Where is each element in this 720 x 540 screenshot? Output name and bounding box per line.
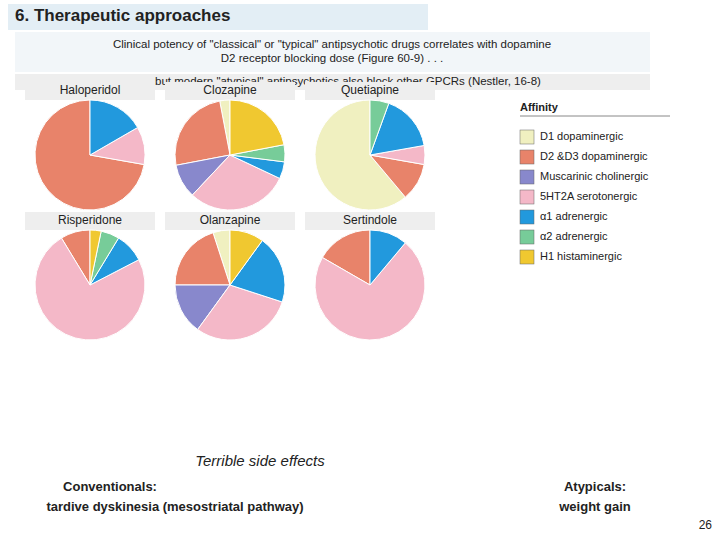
- legend-swatch: [520, 230, 534, 244]
- legend-entry: H1 histaminergic: [540, 250, 622, 262]
- annotation: Conventionals:: [63, 479, 157, 494]
- legend-entry: 5HT2A serotonergic: [540, 190, 638, 202]
- legend-entry: D1 dopaminergic: [540, 130, 624, 142]
- pie-slice: [370, 100, 389, 155]
- pie-title: Clozapine: [203, 83, 257, 97]
- pie-slice: [370, 230, 405, 285]
- pie-chart: Quetiapine: [305, 82, 435, 210]
- legend-swatch: [520, 250, 534, 264]
- legend-rule: [520, 116, 670, 117]
- annotation: Terrible side effects: [195, 452, 325, 469]
- pie-label-box: [165, 82, 295, 100]
- pie-chart: Risperidone: [25, 212, 155, 340]
- pie-label-box: [305, 82, 435, 100]
- legend-entry: D2 &D3 dopaminergic: [540, 150, 648, 162]
- title: 6. Therapeutic approaches: [15, 6, 230, 25]
- subtitle: Clinical potency of "classical" or "typi…: [113, 38, 551, 64]
- legend-swatch: [520, 210, 534, 224]
- pie-chart: Haloperidol: [25, 82, 155, 210]
- legend-swatch: [520, 170, 534, 184]
- pie-slice: [175, 233, 230, 285]
- legend-swatch: [520, 130, 534, 144]
- slide: 6. Therapeutic approaches Clinical potenc…: [0, 0, 720, 540]
- pie-title: Quetiapine: [341, 83, 399, 97]
- legend-swatch: [520, 190, 534, 204]
- pie-slice: [230, 230, 262, 285]
- legend-swatch: [520, 150, 534, 164]
- pie-chart: Clozapine: [165, 82, 295, 210]
- subtitle-box: [15, 32, 650, 72]
- title-bar: [8, 4, 428, 30]
- pie-slice: [90, 100, 138, 155]
- pie-chart: Olanzapine: [165, 212, 295, 340]
- pie-label-box: [25, 82, 155, 100]
- pie-label-box: [25, 212, 155, 230]
- legend: D1 dopaminergic D2 &D3 dopaminergic Muscar…: [520, 130, 649, 264]
- legend-entry: α2 adrenergic: [540, 230, 608, 242]
- pie-title: Olanzapine: [200, 213, 261, 227]
- background: [0, 0, 720, 540]
- pie-title: Sertindole: [343, 213, 397, 227]
- pie-slice: [230, 100, 284, 155]
- annotation: weight gain: [558, 499, 631, 514]
- legend-entry: α1 adrenergic: [540, 210, 608, 222]
- annotation: Atypicals:: [564, 479, 626, 494]
- legend-entry: Muscarinic cholinergic: [540, 170, 649, 182]
- pie-chart: Sertindole: [305, 212, 435, 340]
- pie-slice: [90, 230, 101, 285]
- page-number: 26: [699, 518, 713, 532]
- pie-slice: [35, 100, 144, 210]
- pie-title: Risperidone: [58, 213, 122, 227]
- pie-slice: [175, 101, 230, 165]
- pie-label-box: [305, 212, 435, 230]
- annotation: tardive dyskinesia (mesostriatal pathway…: [46, 499, 303, 514]
- legend-title: Affinity: [520, 101, 559, 113]
- pie-label-box: [165, 212, 295, 230]
- pie-title: Haloperidol: [60, 83, 121, 97]
